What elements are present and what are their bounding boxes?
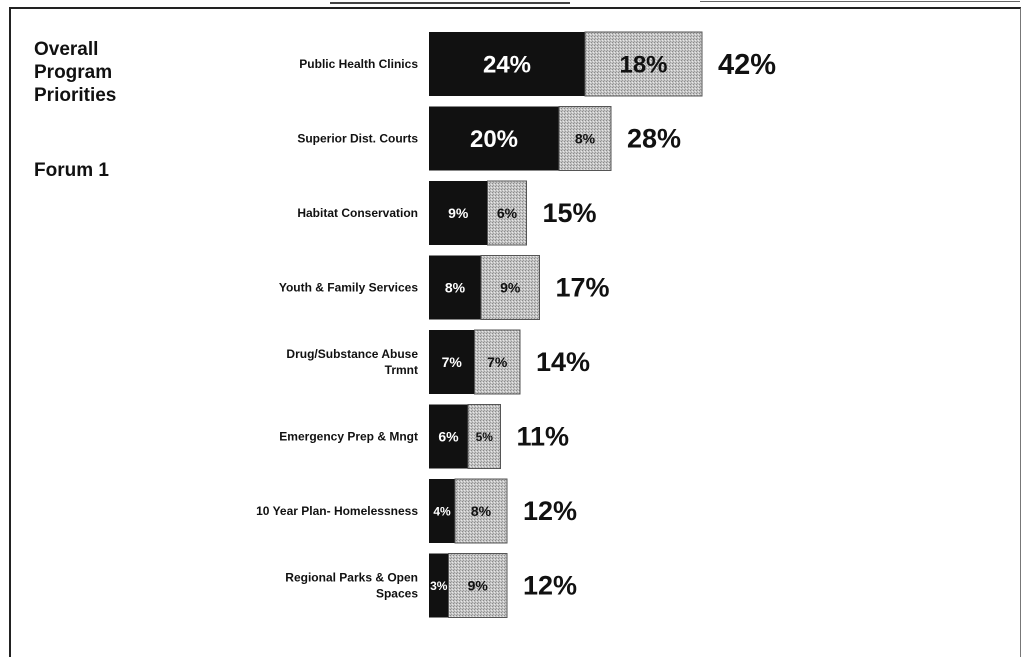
top-rule-right — [700, 1, 1020, 2]
total-label: 11% — [517, 422, 570, 452]
segment-label-light: 18% — [619, 52, 667, 79]
chart-subtitle: Forum 1 — [34, 160, 109, 181]
bar-segment-light — [584, 31, 703, 97]
segment-label-light: 9% — [468, 578, 489, 594]
segment-label-dark: 4% — [433, 504, 451, 518]
bar-segment-dark — [429, 255, 481, 320]
segment-label-light: 5% — [476, 430, 494, 444]
total-label: 42% — [718, 49, 776, 81]
bar-segment-dark — [429, 330, 475, 394]
category-label: Trmnt — [385, 363, 418, 377]
bar-segment-dark — [429, 181, 488, 245]
segment-label-light: 6% — [497, 205, 518, 221]
bar-segment-dark — [429, 106, 559, 171]
top-rule — [330, 2, 570, 4]
segment-label-dark: 6% — [438, 429, 459, 445]
total-label: 12% — [523, 571, 577, 601]
segment-label-light: 9% — [500, 280, 521, 296]
category-label: Superior Dist. Courts — [297, 132, 418, 146]
bar-segment-light — [487, 180, 527, 246]
bar-segment-light — [467, 404, 501, 469]
category-label: Spaces — [376, 587, 418, 601]
category-label: Public Health Clinics — [299, 57, 418, 71]
bar-segment-dark — [429, 479, 455, 543]
chart-frame — [9, 7, 1021, 657]
total-label: 17% — [556, 273, 610, 303]
bar-segment-light — [558, 106, 612, 171]
bar-segment-light — [448, 553, 508, 618]
category-label: Habitat Conservation — [297, 206, 418, 220]
segment-label-light: 8% — [471, 503, 492, 519]
segment-label-dark: 3% — [430, 579, 448, 593]
segment-label-dark: 24% — [483, 52, 531, 79]
segment-label-dark: 9% — [448, 205, 469, 221]
total-label: 28% — [627, 124, 681, 154]
segment-label-dark: 20% — [470, 126, 518, 153]
category-label: Emergency Prep & Mngt — [279, 430, 418, 444]
segment-label-light: 7% — [487, 354, 508, 370]
bar-segment-light — [474, 329, 521, 395]
segment-label-dark: 8% — [445, 280, 466, 296]
bar-segment-light — [480, 255, 540, 320]
category-label: 10 Year Plan- Homelessness — [256, 504, 418, 518]
total-label: 14% — [536, 347, 590, 377]
bar-segment-dark — [429, 32, 585, 96]
category-label: Drug/Substance Abuse — [286, 347, 418, 361]
bar-segment-light — [454, 478, 508, 544]
total-label: 15% — [543, 198, 597, 228]
chart-title: Overall Program Priorities — [34, 38, 116, 107]
segment-label-dark: 7% — [442, 354, 463, 370]
chart-title-line-3: Priorities — [34, 85, 117, 106]
bar-segment-dark — [429, 553, 449, 618]
segment-label-light: 8% — [575, 131, 596, 147]
category-label: Youth & Family Services — [279, 281, 418, 295]
chart-title-line-1: Overall — [34, 39, 99, 60]
category-label: Regional Parks & Open — [285, 571, 418, 585]
total-label: 12% — [523, 496, 577, 526]
bar-segment-dark — [429, 404, 468, 469]
chart-title-line-2: Program — [34, 62, 113, 83]
